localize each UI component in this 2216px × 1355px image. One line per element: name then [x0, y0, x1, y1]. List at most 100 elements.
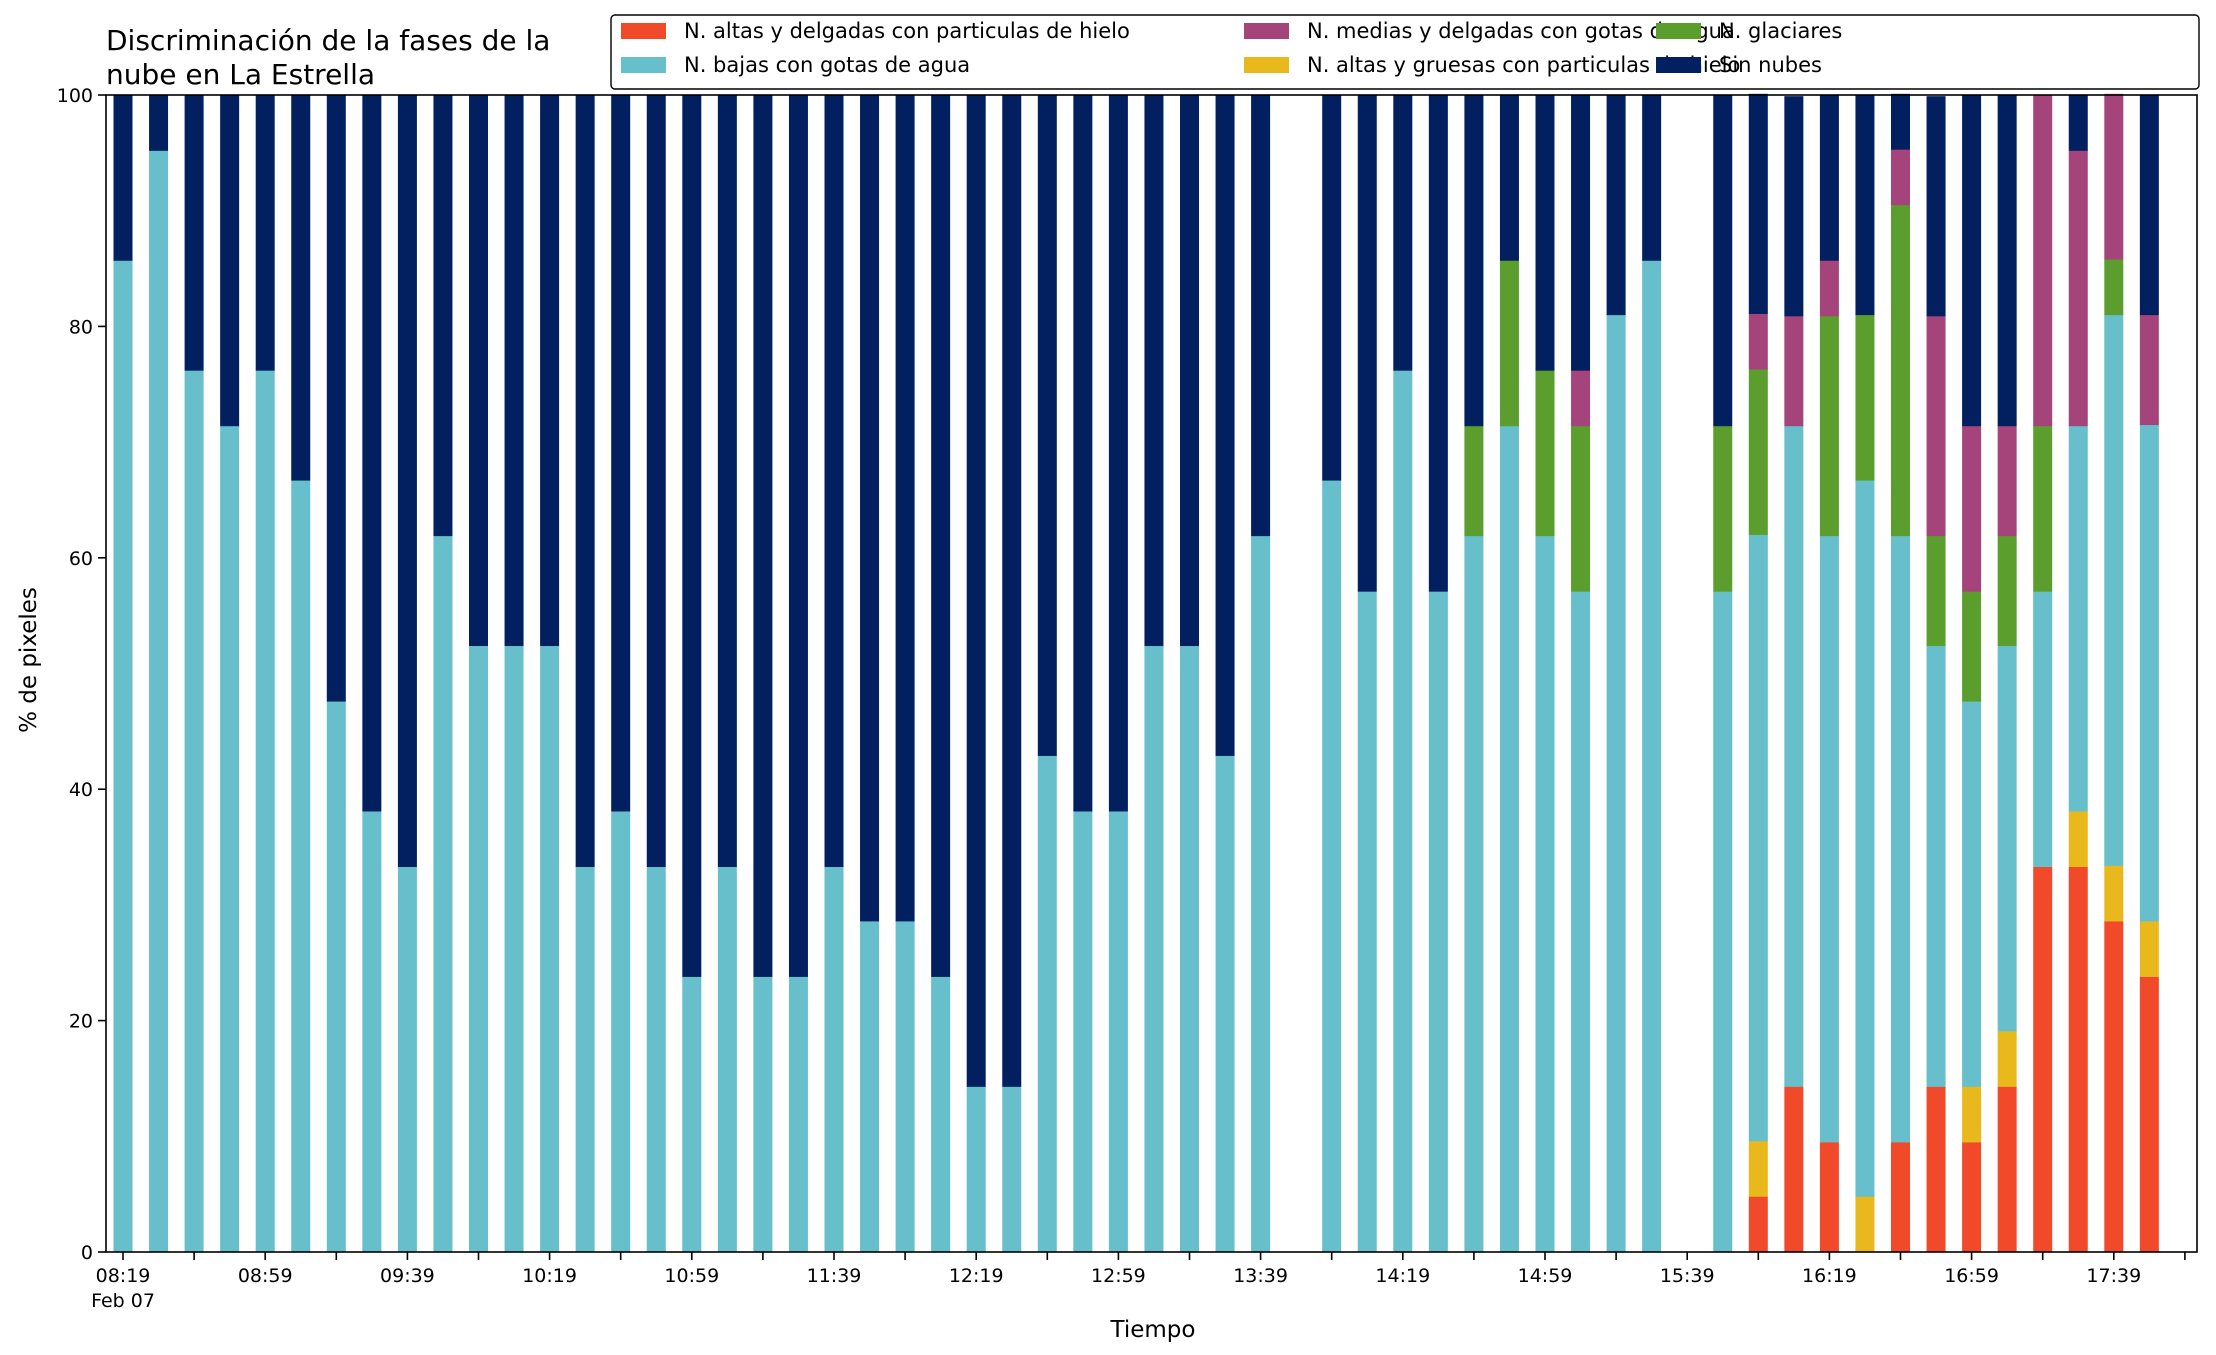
bar-segment-0949-s2 — [433, 535, 453, 1253]
bar-segment-1659-s5 — [1962, 95, 1982, 427]
x-tick-label-0859: 08:59 — [238, 1265, 293, 1287]
bar-segment-1529-s2 — [1642, 260, 1662, 1253]
bar-segment-1659-s2 — [1962, 701, 1982, 1087]
bar-segment-1649-s2 — [1926, 645, 1946, 1087]
bar-segment-1109-s5 — [717, 95, 737, 868]
legend: N. altas y delgadas con particulas de hi… — [610, 14, 2200, 90]
bar-segment-0929-s5 — [362, 95, 382, 812]
bar-segment-1119-s5 — [753, 95, 773, 977]
bar-segment-1739-s0 — [2104, 921, 2124, 1253]
bar-segment-1639-s5 — [1891, 93, 1910, 150]
bar-segment-0859-s2 — [255, 370, 275, 1253]
bar-segment-1319-s2 — [1180, 645, 1199, 1253]
bar-segment-1639-s4 — [1891, 149, 1910, 206]
bar-segment-1149-s2 — [860, 921, 880, 1253]
bar-segment-1449-s5 — [1499, 95, 1519, 261]
bar-segment-1459-s5 — [1535, 95, 1555, 371]
bar-segment-1039-s5 — [611, 95, 631, 812]
legend-swatch-1 — [1244, 57, 1289, 73]
bar-segment-1609-s4 — [1784, 315, 1804, 427]
x-tick-label-1459: 14:59 — [1518, 1265, 1573, 1287]
bar-segment-1649-s5 — [1926, 96, 1946, 317]
bar-segment-1709-s3 — [1997, 535, 2017, 647]
bar-segment-1039-s2 — [611, 811, 631, 1253]
y-tick-label-20: 20 — [69, 1011, 93, 1033]
x-tick-label-0939: 09:39 — [380, 1265, 435, 1287]
legend-box — [610, 14, 2200, 90]
x-tick-label-1059: 10:59 — [664, 1265, 719, 1287]
bar-segment-1609-s2 — [1784, 425, 1804, 1087]
x-tick-label-1739: 17:39 — [2086, 1265, 2141, 1287]
x-axis-label: Tiempo — [1110, 1317, 1196, 1343]
bar-segment-1619-s3 — [1819, 315, 1839, 537]
bar-segment-1659-s0 — [1962, 1142, 1982, 1253]
bar-segment-1439-s2 — [1464, 535, 1484, 1253]
bar-segment-1159-s5 — [895, 95, 915, 922]
bar-segment-1509-s5 — [1571, 95, 1591, 371]
x-tick-label-1659: 16:59 — [1944, 1265, 1999, 1287]
bar-segment-0929-s2 — [362, 811, 382, 1253]
y-tick-label-0: 0 — [81, 1242, 93, 1264]
bar-segment-1649-s0 — [1926, 1086, 1946, 1253]
bar-segment-1739-s4 — [2104, 93, 2124, 260]
bar-segment-1519-s5 — [1606, 95, 1626, 316]
bar-segment-1649-s3 — [1926, 535, 1946, 647]
x-tick-label-1539: 15:39 — [1660, 1265, 1715, 1287]
bar-segment-1559-s1 — [1748, 1140, 1768, 1197]
bar-segment-1709-s5 — [1997, 95, 2017, 427]
bar-segment-1449-s3 — [1499, 260, 1519, 427]
x-tick-label-0819: 08:19 — [96, 1265, 151, 1287]
bar-segment-0909-s2 — [291, 480, 311, 1253]
legend-swatch-0 — [621, 23, 666, 39]
bar-segment-1509-s4 — [1571, 370, 1591, 427]
bar-segment-1429-s5 — [1428, 95, 1448, 592]
bar-segment-1629-s5 — [1855, 95, 1875, 316]
bar-segment-1609-s0 — [1784, 1086, 1804, 1253]
bar-segment-1559-s4 — [1748, 313, 1768, 370]
bar-segment-0859-s5 — [255, 95, 275, 371]
bar-segment-1709-s1 — [1997, 1031, 2017, 1087]
x-axis: 08:19 08:59 09:39 10:19 10:59 11:39 12:19 12:59… — [91, 1252, 2186, 1312]
bar-segment-1009-s2 — [504, 645, 524, 1253]
x-date-label: Feb 07 — [91, 1290, 155, 1312]
bar-segment-1129-s5 — [788, 95, 808, 977]
bar-segment-1639-s0 — [1891, 1142, 1910, 1253]
plot-frame — [105, 94, 2198, 1253]
bar-segment-0939-s5 — [397, 95, 417, 868]
bar-segment-0849-s5 — [220, 95, 240, 427]
bar-segment-0829-s5 — [149, 95, 169, 151]
bar-segment-1719-s2 — [2033, 591, 2053, 868]
legend-label-0: N. altas y delgadas con particulas de hi… — [684, 19, 1130, 43]
bar-segment-1719-s3 — [2033, 425, 2053, 592]
bar-segment-1029-s5 — [575, 95, 595, 868]
bar-segment-1719-s0 — [2033, 866, 2053, 1253]
bar-segment-1619-s4 — [1819, 260, 1839, 317]
legend-swatch-3 — [1656, 23, 1701, 39]
bar-segment-1459-s3 — [1535, 370, 1555, 537]
legend-swatch-5 — [1656, 57, 1701, 73]
y-axis-label: % de pixeles — [16, 587, 42, 733]
bar-segment-1359-s2 — [1322, 480, 1342, 1253]
bar-segment-1339-s2 — [1251, 535, 1271, 1253]
bar-segment-1249-s2 — [1073, 811, 1093, 1253]
x-tick-label-1019: 10:19 — [522, 1265, 577, 1287]
bar-segment-1059-s2 — [682, 976, 702, 1253]
y-axis: 0 20 40 60 80 100 — [57, 85, 106, 1264]
bar-segment-1219-s5 — [966, 95, 986, 1087]
bar-segment-1729-s1 — [2068, 811, 2088, 868]
bar-segment-1619-s0 — [1819, 1142, 1839, 1253]
bar-segment-0819-s5 — [113, 95, 133, 261]
bar-segment-1219-s2 — [966, 1086, 986, 1253]
bar-segment-1659-s4 — [1962, 425, 1982, 592]
bar-segment-1409-s2 — [1357, 591, 1377, 1253]
bar-segment-1229-s2 — [1002, 1086, 1022, 1253]
bar-segment-1019-s2 — [540, 645, 560, 1253]
bar-segment-1049-s5 — [646, 95, 666, 868]
bar-segment-1229-s5 — [1002, 95, 1022, 1087]
y-tick-label-80: 80 — [69, 316, 93, 338]
bar-segment-1749-s5 — [2139, 95, 2159, 316]
bar-segment-1149-s5 — [860, 95, 880, 922]
chart-title-line-2: nube en La Estrella — [106, 58, 375, 91]
bar-segment-1409-s5 — [1357, 95, 1377, 592]
bar-segment-1729-s5 — [2068, 95, 2088, 151]
